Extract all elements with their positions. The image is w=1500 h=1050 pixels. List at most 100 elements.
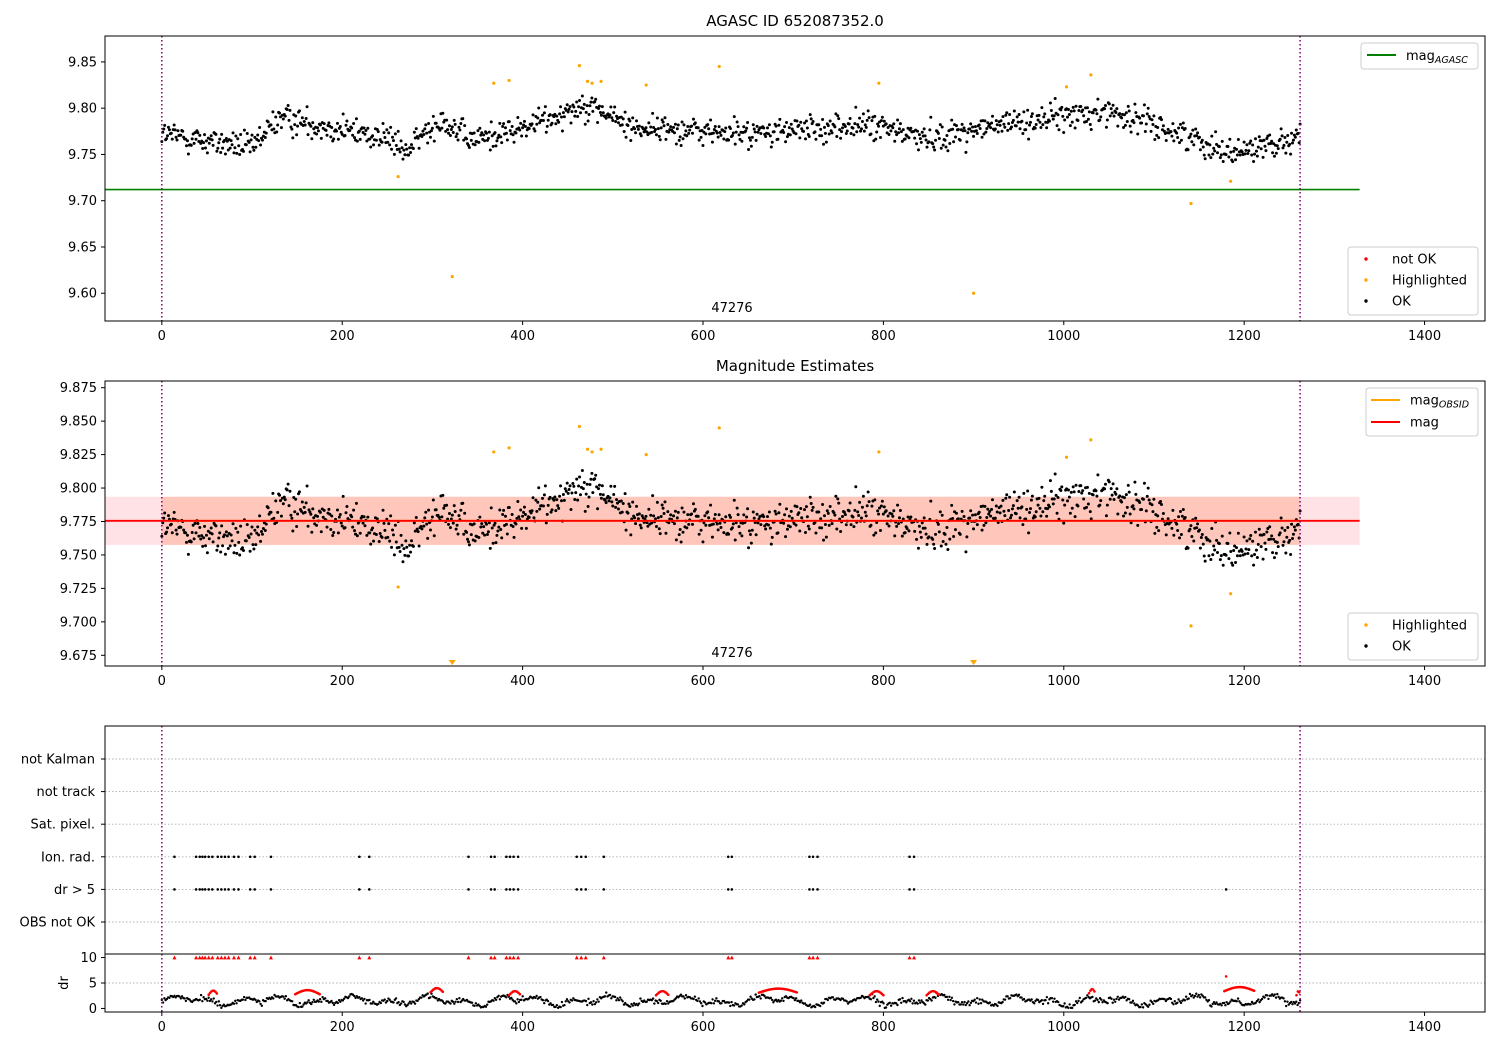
ok-point — [480, 131, 484, 135]
ok-point — [645, 130, 649, 134]
ok-point — [269, 123, 273, 127]
ok-point — [309, 512, 313, 516]
ok-point — [1201, 145, 1205, 149]
ok-point — [202, 141, 206, 145]
ok-point — [639, 134, 643, 138]
x-tick-label: 400 — [510, 329, 535, 344]
dr-point — [1267, 997, 1270, 1001]
ok-point — [711, 131, 715, 135]
ok-point — [988, 510, 992, 514]
dr-point — [449, 1002, 452, 1005]
ok-point — [393, 132, 397, 136]
ok-point — [1141, 114, 1145, 118]
ok-point — [806, 524, 810, 528]
dr-point — [781, 997, 784, 1000]
ok-point — [1038, 506, 1042, 510]
ok-point — [1284, 151, 1288, 155]
clipped-marker — [583, 955, 588, 960]
ok-point — [1105, 118, 1109, 122]
ok-point — [814, 137, 818, 141]
ok-point — [1189, 524, 1193, 528]
dr-point — [301, 1005, 304, 1008]
ok-point — [1274, 551, 1278, 555]
dr-point — [364, 1002, 367, 1005]
dr-point — [406, 1003, 409, 1007]
ok-point — [590, 96, 594, 100]
dr-point — [1022, 997, 1026, 1001]
ok-point — [516, 115, 520, 119]
dr-point — [692, 997, 695, 1001]
ok-point — [1036, 503, 1040, 507]
dr-point — [698, 1000, 702, 1003]
y-tick-label: 9.65 — [68, 240, 97, 255]
ok-point — [488, 148, 492, 152]
ok-point — [498, 121, 502, 125]
ok-point — [348, 128, 352, 132]
dr-point — [930, 999, 933, 1002]
ok-point — [1252, 563, 1256, 567]
dr-point — [981, 998, 984, 1001]
ok-point — [1089, 517, 1093, 521]
ok-point — [747, 546, 751, 550]
ok-point — [209, 526, 213, 530]
ok-point — [1024, 517, 1028, 521]
ok-point — [852, 525, 856, 529]
ok-point — [691, 502, 695, 506]
ok-point — [594, 97, 598, 101]
ok-point — [272, 127, 276, 131]
ok-point — [207, 537, 211, 541]
ok-point — [782, 131, 786, 135]
flag-point — [467, 855, 470, 859]
ok-point — [498, 508, 502, 512]
ok-point — [196, 131, 200, 135]
ok-point — [777, 123, 781, 127]
ok-point — [697, 532, 701, 536]
dr-point — [967, 1000, 970, 1003]
ok-point — [860, 505, 864, 509]
ok-point — [998, 123, 1002, 127]
ok-point — [854, 105, 858, 109]
legend-marker — [1364, 623, 1368, 627]
ok-point — [1051, 117, 1055, 121]
ok-point — [1088, 122, 1092, 126]
ok-point — [724, 515, 728, 519]
ok-point — [873, 114, 877, 118]
ok-point — [669, 125, 673, 129]
ok-point — [1146, 106, 1150, 110]
ok-point — [690, 124, 694, 128]
ok-point — [1265, 137, 1269, 141]
ok-point — [1028, 123, 1032, 127]
ok-point — [742, 513, 746, 517]
ok-point — [1068, 511, 1072, 515]
ok-point — [681, 530, 685, 534]
ok-point — [661, 120, 665, 124]
dr-point — [1036, 998, 1040, 1002]
ok-point — [1220, 139, 1224, 143]
ok-point — [754, 138, 758, 142]
dr-point — [743, 1003, 746, 1006]
ok-point — [673, 122, 677, 126]
ok-point — [1219, 554, 1223, 558]
ok-point — [993, 127, 997, 131]
ok-point — [501, 512, 505, 516]
ok-point — [676, 123, 680, 127]
ok-point — [1144, 509, 1148, 513]
dr-point — [180, 995, 184, 998]
dr-point — [1062, 1005, 1065, 1008]
ok-point — [783, 513, 787, 517]
ok-point — [1177, 515, 1181, 519]
ok-point — [1094, 108, 1098, 112]
ok-point — [609, 484, 613, 488]
ok-point — [821, 118, 825, 122]
ok-point — [321, 515, 325, 519]
dr-point — [792, 996, 795, 1000]
ok-point — [805, 126, 809, 130]
ok-point — [1286, 133, 1290, 137]
ok-point — [1227, 155, 1231, 159]
dr-point — [282, 995, 285, 998]
dr-point — [888, 1001, 892, 1005]
ok-point — [352, 508, 356, 512]
ok-point — [1194, 516, 1198, 520]
flag-point — [173, 888, 176, 891]
ok-point — [974, 129, 978, 133]
